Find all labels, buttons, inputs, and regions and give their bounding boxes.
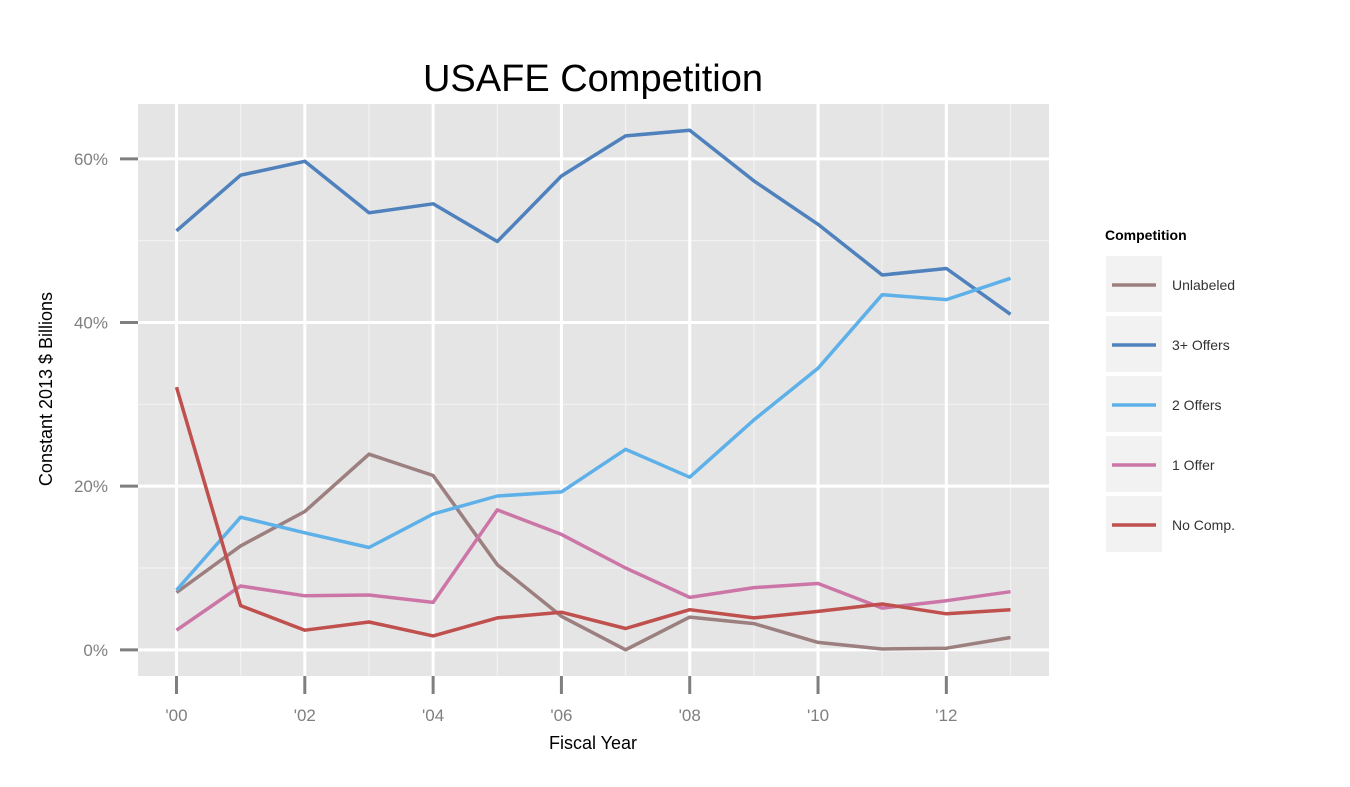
plot-panel — [138, 104, 1049, 676]
series-line-2-offers — [175, 276, 1012, 592]
y-axis: 0% 20% 40% 60% — [74, 150, 138, 660]
x-axis: '00 '02 '04 '06 '08 '10 '12 — [165, 676, 957, 725]
x-tick-label: '10 — [807, 706, 829, 725]
legend-label: No Comp. — [1172, 517, 1235, 533]
legend-label: 3+ Offers — [1172, 337, 1230, 353]
y-tick-label: 40% — [74, 313, 108, 332]
x-tick-label: '00 — [165, 706, 187, 725]
series-line-no-comp — [174, 386, 1011, 638]
x-tick-label: '02 — [294, 706, 316, 725]
x-axis-title: Fiscal Year — [549, 733, 637, 753]
series-line-unlabeled — [175, 452, 1011, 652]
legend: Competition Unlabeled 3+ Offers 2 Offers 1 … — [1105, 227, 1235, 552]
x-tick-label: '04 — [422, 706, 444, 725]
legend-label: Unlabeled — [1172, 277, 1235, 293]
legend-label: 1 Offer — [1172, 457, 1215, 473]
x-tick-label: '12 — [935, 706, 957, 725]
series-line-3-offers — [175, 128, 1012, 316]
series-lines — [174, 128, 1012, 652]
legend-label: 2 Offers — [1172, 397, 1222, 413]
y-axis-title: Constant 2013 $ Billions — [36, 292, 56, 486]
minor-gridlines — [138, 104, 1049, 676]
legend-title: Competition — [1105, 227, 1187, 243]
y-tick-label: 20% — [74, 477, 108, 496]
x-tick-label: '08 — [679, 706, 701, 725]
y-tick-label: 60% — [74, 150, 108, 169]
y-tick-label: 0% — [83, 641, 108, 660]
chart-title: USAFE Competition — [423, 58, 763, 100]
x-tick-label: '06 — [550, 706, 572, 725]
